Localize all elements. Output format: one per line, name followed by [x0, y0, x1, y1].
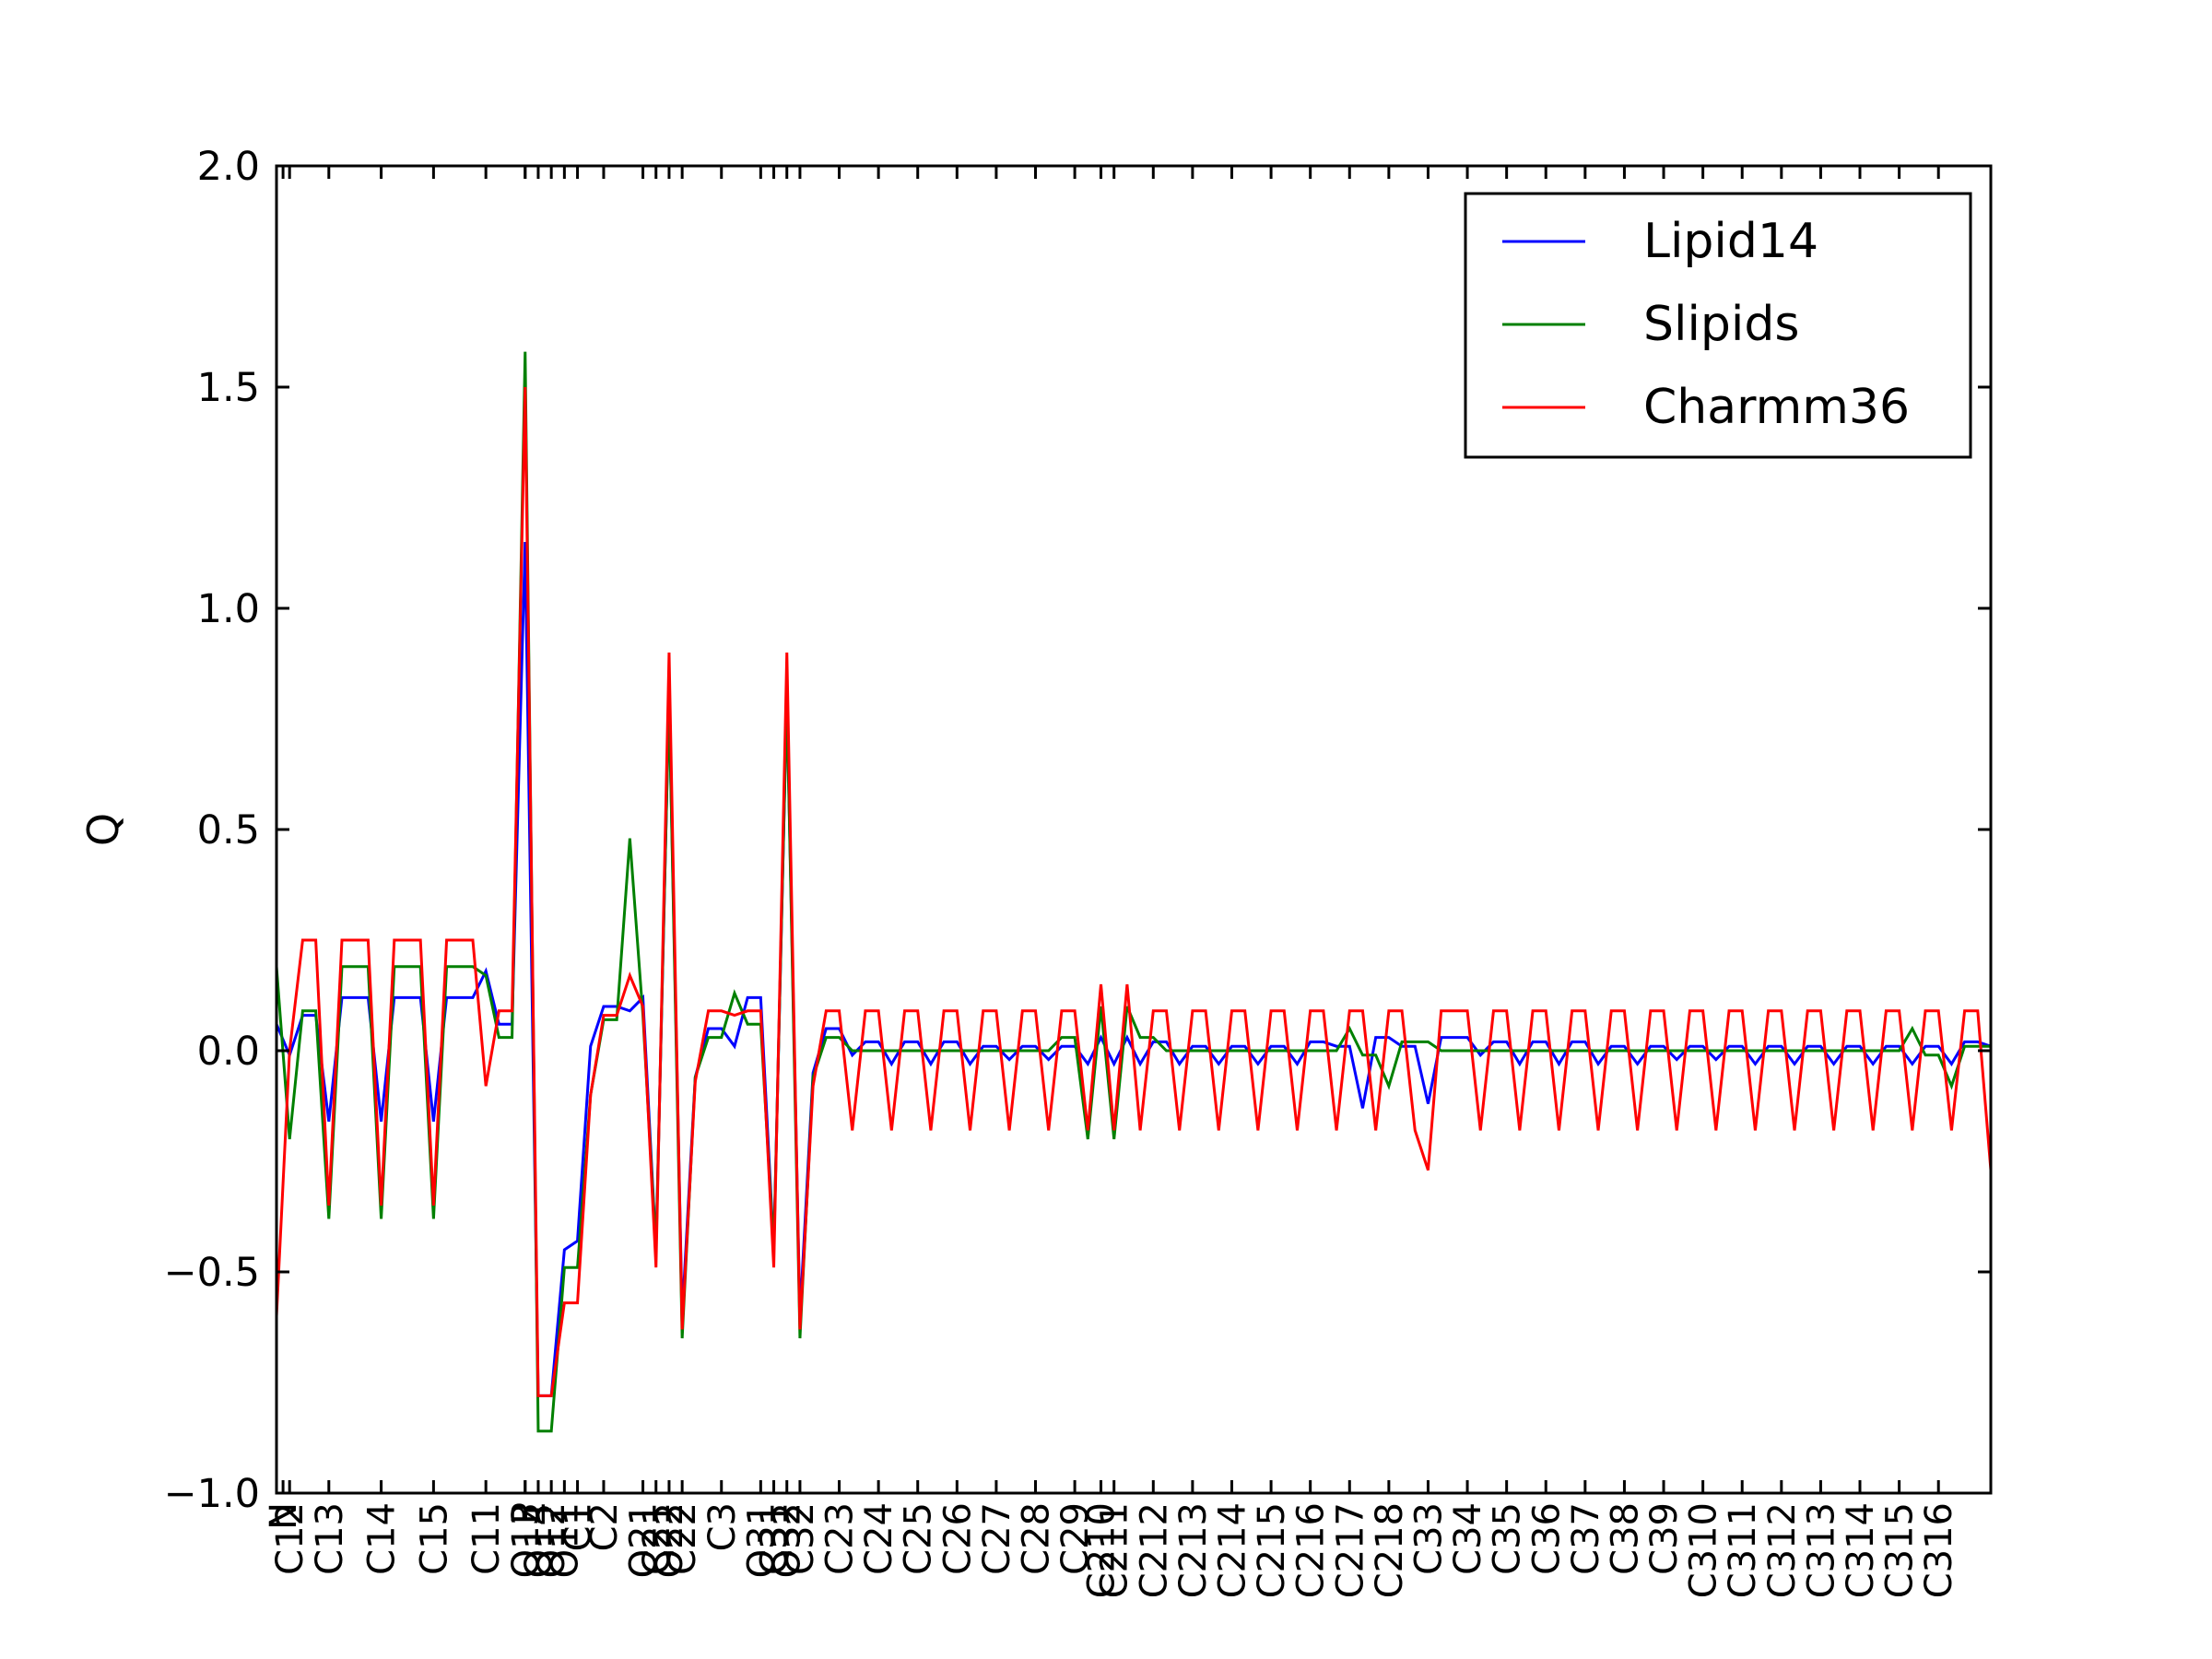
x-tick-label: C11: [465, 1502, 508, 1575]
x-tick-label: O12: [531, 1502, 573, 1578]
series-layer: [276, 351, 1991, 1433]
x-tick-label: C32: [780, 1502, 822, 1575]
x-tick-label: C28: [1016, 1502, 1058, 1575]
x-tick-label: C22: [662, 1502, 704, 1575]
x-tick-label: C29: [1054, 1502, 1097, 1575]
y-tick-label: 0.0: [197, 1029, 260, 1075]
y-tick-label: 1.5: [197, 365, 260, 411]
x-tick-label: C26: [936, 1502, 979, 1575]
x-tick-label: O22: [649, 1502, 691, 1578]
x-tick-label: C25: [898, 1502, 940, 1575]
legend-label-charmm36: Charmm36: [1643, 380, 1910, 435]
y-tick-label: −1.0: [164, 1471, 260, 1517]
y-tick-label: 1.0: [197, 586, 260, 632]
x-tick-label: C217: [1329, 1502, 1371, 1598]
legend-label-slipids: Slipids: [1643, 297, 1799, 352]
x-tick-label: C3: [701, 1502, 744, 1551]
x-tick-label: C313: [1800, 1502, 1842, 1598]
x-tick-label: C27: [976, 1502, 1018, 1575]
y-tick-label: −0.5: [164, 1250, 260, 1296]
x-tick-label: C218: [1369, 1502, 1411, 1598]
x-tick-label: C37: [1565, 1502, 1607, 1575]
y-tick-label: 2.0: [197, 144, 260, 190]
y-tick-label: 0.5: [197, 807, 260, 853]
x-tick-label: C316: [1918, 1502, 1960, 1598]
x-tick-label: C12: [269, 1502, 312, 1575]
x-tick-label: C2: [583, 1502, 626, 1551]
x-tick-label: O13: [505, 1502, 547, 1578]
x-tick-label: O14: [518, 1502, 560, 1578]
x-tick-label: C311: [1722, 1502, 1764, 1598]
x-tick-label: O11: [544, 1502, 586, 1578]
x-tick-label: C310: [1683, 1502, 1725, 1598]
x-tick-label: O32: [767, 1502, 809, 1578]
legend-label-lipid14: Lipid14: [1643, 214, 1818, 269]
series-line-charmm36: [276, 386, 1991, 1397]
x-tick-label: O21: [623, 1502, 665, 1578]
x-tick-label: C15: [413, 1502, 455, 1575]
legend: Lipid14 Slipids Charmm36: [1464, 192, 1972, 459]
x-tick-label: C35: [1487, 1502, 1529, 1575]
x-tick-label: C24: [858, 1502, 900, 1575]
x-tick-label: C34: [1447, 1502, 1489, 1575]
series-line-lipid14: [276, 541, 1991, 1397]
x-tick-label: C216: [1290, 1502, 1333, 1598]
x-tick-label: C213: [1172, 1502, 1215, 1598]
x-tick-label: C36: [1525, 1502, 1568, 1575]
x-tick-label: C38: [1604, 1502, 1646, 1575]
x-tick-label: C215: [1251, 1502, 1293, 1598]
x-tick-label: C13: [309, 1502, 351, 1575]
x-tick-label: C1: [558, 1502, 600, 1551]
x-tick-label: C23: [819, 1502, 862, 1575]
series-line-slipids: [276, 351, 1991, 1433]
x-tick-label: C33: [1407, 1502, 1450, 1575]
x-tick-label: C211: [1094, 1502, 1136, 1598]
x-tick-label: O31: [740, 1502, 782, 1578]
x-tick-label: C214: [1211, 1502, 1253, 1598]
y-axis-label: Q: [78, 813, 128, 846]
x-tick-label: C210: [1081, 1502, 1124, 1598]
x-tick-label: N: [263, 1502, 305, 1530]
x-tick-label: C312: [1761, 1502, 1804, 1598]
x-tick-label: C14: [361, 1502, 404, 1575]
x-tick-label: C21: [636, 1502, 678, 1575]
x-tick-label: C31: [754, 1502, 796, 1575]
x-tick-label: C39: [1643, 1502, 1686, 1575]
x-tick-label: P: [505, 1502, 547, 1524]
x-tick-label: C212: [1133, 1502, 1175, 1598]
x-tick-label: C314: [1840, 1502, 1882, 1598]
y-axis: −1.0 −0.5 0.0 0.5 1.0 1.5 2.0: [164, 144, 1991, 1517]
x-tick-label: C315: [1879, 1502, 1922, 1598]
